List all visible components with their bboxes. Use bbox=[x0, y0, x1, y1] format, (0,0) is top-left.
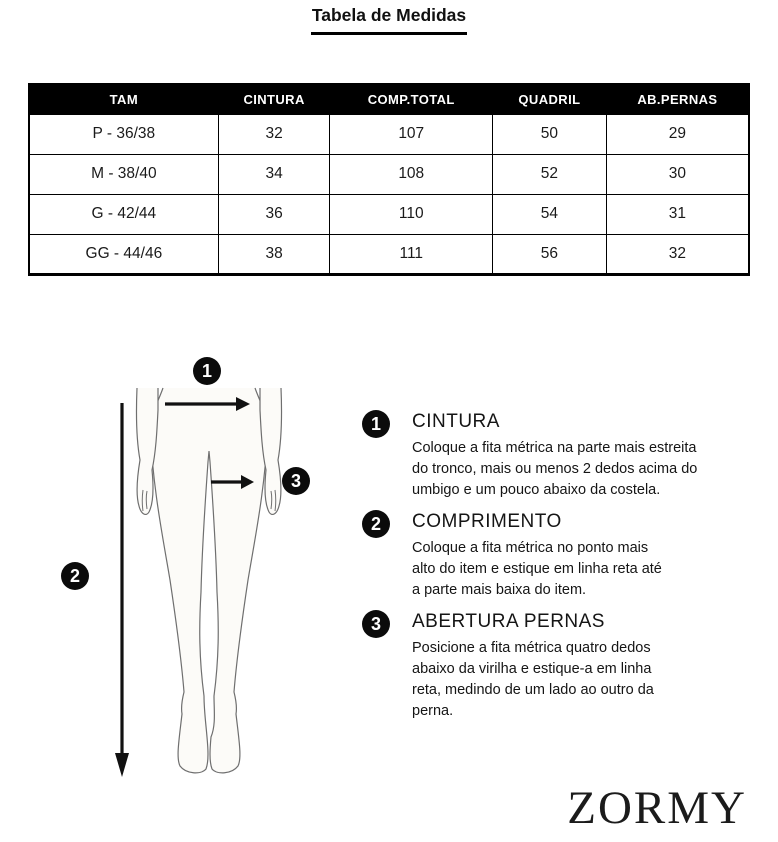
cell-cintura: 34 bbox=[217, 153, 331, 195]
column-header-cintura: CINTURA bbox=[217, 83, 331, 115]
diagram-marker-2: 2 bbox=[61, 562, 89, 590]
cell-ab-pernas: 31 bbox=[605, 193, 750, 235]
lower-body-figure bbox=[115, 387, 283, 777]
cell-size: M - 38/40 bbox=[28, 153, 219, 195]
cell-size: GG - 44/46 bbox=[28, 233, 219, 275]
cell-comp-total: 110 bbox=[329, 193, 494, 235]
size-table-header-row: TAM CINTURA COMP.TOTAL QUADRIL AB.PERNAS bbox=[28, 83, 750, 115]
title-underline bbox=[311, 32, 467, 35]
column-header-quadril: QUADRIL bbox=[492, 83, 607, 115]
table-row: G - 42/44 36 110 54 31 bbox=[28, 193, 750, 235]
cell-cintura: 32 bbox=[217, 113, 331, 155]
waist-arrow bbox=[165, 397, 250, 411]
instruction-title: ABERTURA PERNAS bbox=[412, 611, 605, 632]
diagram-marker-3: 3 bbox=[282, 467, 310, 495]
cell-comp-total: 111 bbox=[329, 233, 494, 275]
measurement-diagram: 1 2 3 bbox=[40, 350, 340, 790]
instruction-number-2: 2 bbox=[362, 510, 390, 538]
instruction-block-cintura: 1 CINTURA Coloque a fita métrica na part… bbox=[362, 410, 732, 501]
cell-quadril: 52 bbox=[492, 153, 607, 195]
cell-ab-pernas: 29 bbox=[605, 113, 750, 155]
instruction-text: Coloque a fita métrica no ponto mais alt… bbox=[412, 540, 662, 598]
cell-quadril: 54 bbox=[492, 193, 607, 235]
cell-comp-total: 108 bbox=[329, 153, 494, 195]
diagram-marker-1: 1 bbox=[193, 357, 221, 385]
cell-ab-pernas: 30 bbox=[605, 153, 750, 195]
instruction-number-1: 1 bbox=[362, 410, 390, 438]
column-header-tam: TAM bbox=[28, 83, 219, 115]
column-header-ab-pernas: AB.PERNAS bbox=[605, 83, 750, 115]
cell-size: G - 42/44 bbox=[28, 193, 219, 235]
table-row: M - 38/40 34 108 52 30 bbox=[28, 153, 750, 195]
length-arrow bbox=[115, 403, 129, 777]
cell-quadril: 56 bbox=[492, 233, 607, 275]
instruction-block-abertura-pernas: 3 ABERTURA PERNAS Posicione a fita métri… bbox=[362, 610, 732, 722]
brand-logo: ZORMY bbox=[567, 782, 747, 834]
instruction-text: Posicione a fita métrica quatro dedos ab… bbox=[412, 640, 654, 719]
cell-cintura: 38 bbox=[217, 233, 331, 275]
cell-quadril: 50 bbox=[492, 113, 607, 155]
table-row: GG - 44/46 38 111 56 32 bbox=[28, 233, 750, 275]
instructions-column: 1 CINTURA Coloque a fita métrica na part… bbox=[362, 410, 732, 731]
cell-size: P - 36/38 bbox=[28, 113, 219, 155]
page-title: Tabela de Medidas bbox=[311, 5, 467, 25]
size-table-container: TAM CINTURA COMP.TOTAL QUADRIL AB.PERNAS… bbox=[28, 83, 750, 276]
instruction-title: COMPRIMENTO bbox=[412, 511, 562, 532]
instruction-block-comprimento: 2 COMPRIMENTO Coloque a fita métrica no … bbox=[362, 510, 732, 601]
cell-cintura: 36 bbox=[217, 193, 331, 235]
column-header-comp-total: COMP.TOTAL bbox=[329, 83, 494, 115]
cell-comp-total: 107 bbox=[329, 113, 494, 155]
instruction-text: Coloque a fita métrica na parte mais est… bbox=[412, 440, 698, 498]
instruction-number-3: 3 bbox=[362, 610, 390, 638]
page-header: Tabela de Medidas bbox=[0, 0, 778, 35]
leg-opening-arrow bbox=[211, 475, 254, 489]
cell-ab-pernas: 32 bbox=[605, 233, 750, 275]
size-table: TAM CINTURA COMP.TOTAL QUADRIL AB.PERNAS… bbox=[28, 83, 750, 276]
instruction-title: CINTURA bbox=[412, 411, 500, 432]
table-row: P - 36/38 32 107 50 29 bbox=[28, 113, 750, 155]
